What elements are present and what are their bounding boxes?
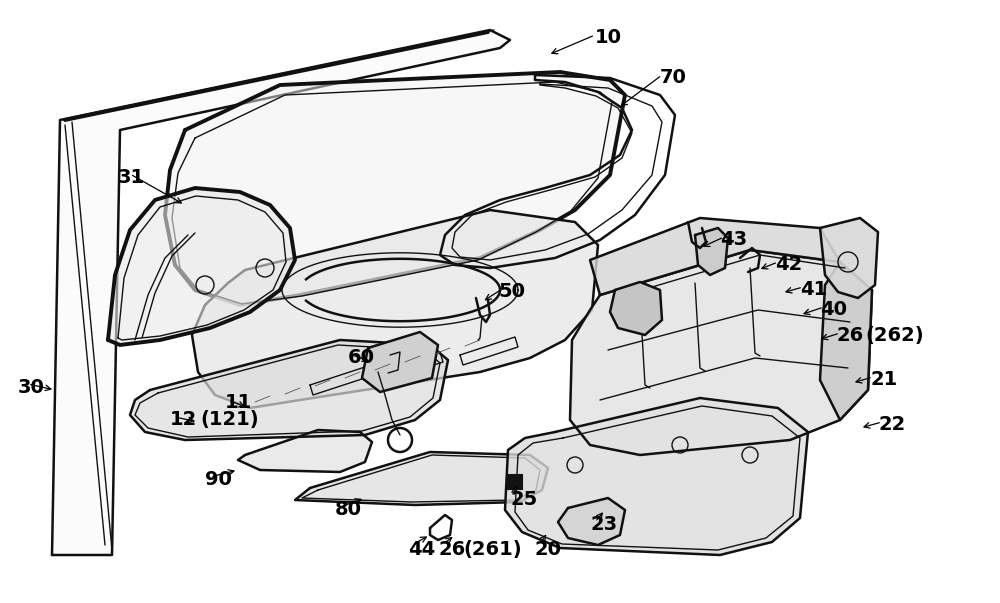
Text: 31: 31 (118, 168, 145, 187)
Polygon shape (695, 228, 728, 275)
Text: 50: 50 (498, 282, 525, 301)
Polygon shape (820, 262, 872, 420)
Text: 11: 11 (225, 393, 252, 412)
Text: (121): (121) (200, 410, 259, 429)
Polygon shape (108, 188, 295, 345)
Text: 26: 26 (438, 540, 465, 559)
Text: (261): (261) (463, 540, 522, 559)
Text: 22: 22 (878, 415, 905, 434)
Text: (262): (262) (865, 326, 924, 345)
Text: 80: 80 (335, 500, 362, 519)
Polygon shape (192, 210, 598, 408)
Text: 10: 10 (595, 28, 622, 47)
Text: 25: 25 (510, 490, 537, 509)
Polygon shape (590, 218, 840, 295)
Polygon shape (505, 398, 808, 555)
Polygon shape (295, 452, 548, 505)
Bar (508, 475, 522, 489)
Polygon shape (362, 332, 438, 392)
Polygon shape (238, 430, 372, 472)
Text: 43: 43 (720, 230, 747, 249)
Polygon shape (52, 30, 510, 555)
Polygon shape (558, 498, 625, 545)
Text: 90: 90 (205, 470, 232, 489)
Polygon shape (130, 340, 448, 440)
Text: 23: 23 (590, 515, 617, 534)
Text: 70: 70 (660, 68, 687, 87)
Text: 41: 41 (800, 280, 827, 299)
Text: 21: 21 (870, 370, 897, 389)
Text: 44: 44 (408, 540, 435, 559)
Text: 20: 20 (535, 540, 562, 559)
Text: 26: 26 (836, 326, 863, 345)
Polygon shape (570, 250, 872, 455)
Polygon shape (610, 282, 662, 335)
Text: 12: 12 (170, 410, 197, 429)
Text: 60: 60 (348, 348, 375, 367)
Text: 40: 40 (820, 300, 847, 319)
Polygon shape (820, 218, 878, 298)
Text: 30: 30 (18, 378, 45, 397)
Text: 42: 42 (775, 255, 802, 274)
Polygon shape (165, 72, 625, 305)
